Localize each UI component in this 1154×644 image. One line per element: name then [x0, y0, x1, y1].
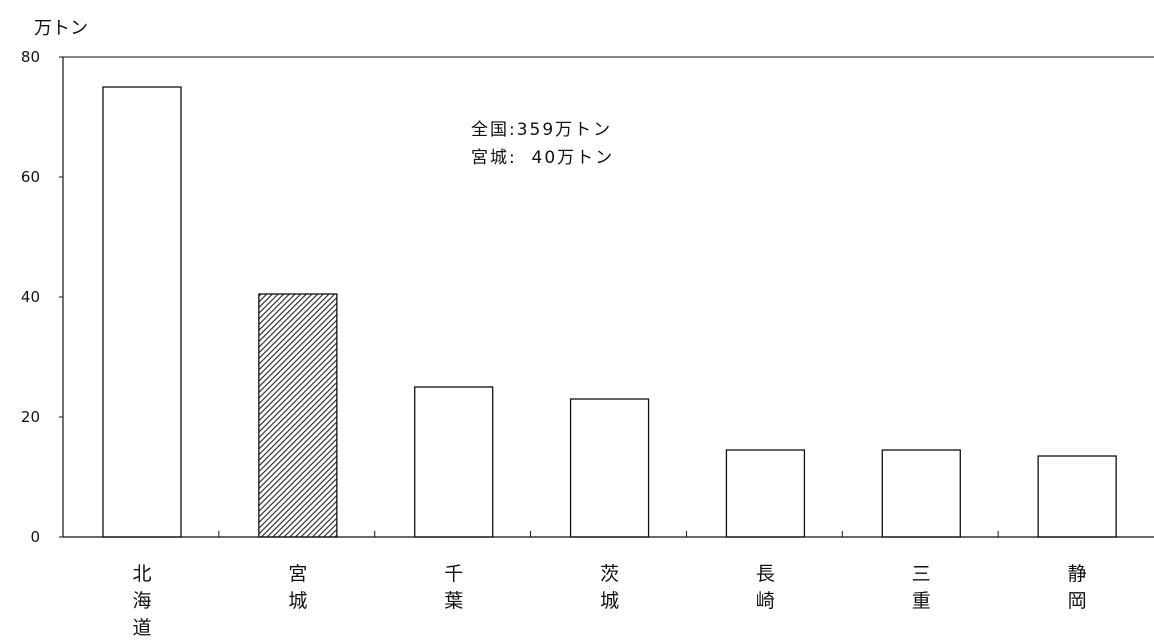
- bar-4: [569, 398, 650, 538]
- y-tick-label: 40: [21, 288, 40, 306]
- bar-7: [1037, 455, 1117, 538]
- x-category-label: 三重: [912, 563, 931, 612]
- axes: [62, 56, 1154, 538]
- annotation-national: 全国:359万トン: [471, 120, 612, 140]
- bars: [102, 86, 1117, 538]
- y-axis-ticks: 0 20 40 60 80: [21, 48, 63, 546]
- y-tick-label: 60: [21, 168, 40, 186]
- x-category-label: 静岡: [1068, 563, 1087, 612]
- y-tick-label: 20: [21, 408, 40, 426]
- bar-5: [725, 449, 806, 538]
- bar-2: [258, 293, 338, 538]
- x-category-label: 宮城: [288, 563, 307, 612]
- annotation-miyagi: 宮城: 40万トン: [471, 148, 614, 168]
- bar-3: [414, 386, 494, 538]
- x-category-label: 長崎: [756, 563, 775, 612]
- y-tick-label: 0: [30, 528, 40, 546]
- x-axis-labels: 北海道 宮城 千葉 茨城 長崎 三重 静岡: [132, 563, 1086, 639]
- x-category-label: 茨城: [600, 563, 619, 612]
- y-tick-label: 80: [21, 48, 40, 66]
- x-category-label: 北海道: [132, 563, 151, 639]
- x-category-label: 千葉: [444, 563, 463, 612]
- y-axis-unit-label: 万トン: [34, 18, 88, 39]
- bar-1: [102, 86, 182, 538]
- bar-6: [881, 449, 961, 538]
